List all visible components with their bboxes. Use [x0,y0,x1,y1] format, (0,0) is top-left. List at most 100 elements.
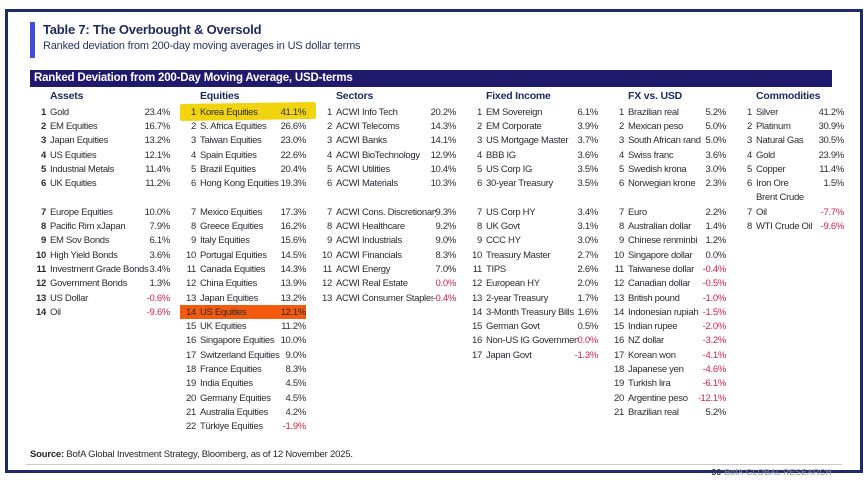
table-row: 12 Government Bonds 1.3% [30,277,170,291]
rank-cell: 4 [327,149,332,161]
table-row: 3 South African rand 5.0% [608,134,726,148]
table-row-spacer [30,191,170,205]
value-cell: 20.2% [430,106,457,118]
label-cell: Chinese renminbi [628,235,698,247]
value-cell: 3.6% [577,149,599,161]
rank-cell: 13 [322,292,332,304]
table-row-spacer [180,191,306,205]
label-cell: European HY [486,278,540,290]
value-cell: 9.3% [435,206,457,218]
table-row: 2 Platinum 30.9% [736,119,844,133]
table-row: 8 Greece Equities 16.2% [180,219,306,233]
value-cell: 4.5% [285,392,307,404]
rank-cell: 6 [619,178,624,190]
table-row-spacer [608,191,726,205]
table-row: 8 UK Govt 3.1% [466,219,598,233]
value-cell: 6.1% [577,106,599,118]
table-row: 22 Türkiye Equities -1.9% [180,420,306,434]
rank-cell: 18 [186,363,196,375]
label-cell: US Corp IG [486,163,533,175]
value-cell: 1.5% [823,178,845,190]
rank-cell: 1 [41,106,46,118]
table-row: 8 ACWI Healthcare 9.2% [316,219,456,233]
table-row: 11 TIPS 2.6% [466,262,599,276]
table-row: 10 Treasury Master 2.7% [466,248,598,262]
value-cell: 10.4% [430,163,457,175]
label-cell: Brazil Equities [200,163,256,175]
label-cell: Taiwan Equities [200,135,262,147]
value-cell: -9.6% [820,221,845,233]
rank-cell: 2 [747,120,752,132]
label-cell: Italy Equities [200,235,250,247]
table-row: 21 Australia Equities 4.2% [180,405,306,419]
label-cell: Swiss franc [628,149,674,161]
value-cell: -1.0% [702,292,727,304]
table-row: 8 Pacific Rim xJapan 7.9% [30,219,170,233]
table-row: 13 2-year Treasury 1.7% [466,291,598,305]
rank-cell: 21 [186,406,196,418]
rank-cell: 6 [327,178,332,190]
table-row: 6 Hong Kong Equities 19.3% [180,176,306,190]
label-cell: Iron Ore [756,178,789,190]
rank-cell: 5 [619,163,624,175]
label-cell: Türkiye Equities [200,421,263,433]
rank-cell: 13 [36,292,46,304]
table-row: 6 30-year Treasury 3.5% [466,176,598,190]
value-cell: 5.0% [705,120,727,132]
value-cell: 0.5% [577,321,599,333]
table-row: 19 Turkish lira -6.1% [608,377,726,391]
label-cell: Copper [756,163,786,175]
table-row: 12 China Equities 13.9% [180,277,306,291]
rank-cell: 6 [41,178,46,190]
rank-cell: 17 [186,349,196,361]
label-cell: CCC HY [486,235,521,247]
table-row: 19 India Equities 4.5% [180,377,306,391]
source-label: Source: [30,449,64,460]
value-cell: 3.1% [577,221,599,233]
table-row: 4 ACWI BioTechnology 12.9% [316,148,456,162]
value-cell: 2.6% [577,263,599,275]
value-cell: 41.2% [818,106,845,118]
label-cell: 30-year Treasury [486,178,554,190]
rank-cell: 2 [191,120,196,132]
label-cell: ACWI Info Tech [336,106,398,118]
label-cell: France Equities [200,363,262,375]
value-cell: 12.1% [144,149,171,161]
label-cell: ACWI Telecoms [336,120,400,132]
table-row: 1 Gold 23.4% [30,105,170,119]
value-cell: -1.5% [702,306,727,318]
table-row: 3 Japan Equities 13.2% [30,134,170,148]
value-cell: 5.2% [705,406,727,418]
value-cell: -4.6% [702,363,727,375]
value-cell: 8.3% [285,363,307,375]
table-row: 1 Brazilian real 5.2% [608,105,726,119]
rank-cell: 7 [747,206,752,218]
table-row: 13 British pound -1.0% [608,291,726,305]
column-header-commodities: Commodities [756,90,821,102]
table-row: Brent Crude [736,191,844,205]
rank-cell: 11 [322,263,333,275]
value-cell: -4.1% [702,349,727,361]
table-row: 5 Brazil Equities 20.4% [180,162,306,176]
rank-cell: 7 [619,206,624,218]
table-row: 16 Singapore Equities 10.0% [180,334,306,348]
value-cell: 14.1% [430,135,457,147]
value-cell: 9.0% [285,349,307,361]
table-row: 18 France Equities 8.3% [180,362,306,376]
label-cell: Mexico Equities [200,206,263,218]
table-row: 7 ACWI Cons. Discretionary 9.3% [316,205,456,219]
table-row: 3 Natural Gas 30.5% [736,134,844,148]
label-cell: Industrial Metals [50,163,115,175]
rank-cell: 10 [614,249,624,261]
rank-cell: 2 [619,120,624,132]
title-block: Table 7: The Overbought & Oversold Ranke… [30,22,361,58]
label-cell: Gold [756,149,775,161]
table-row-spacer [466,191,598,205]
table-row: 4 Spain Equities 22.6% [180,148,306,162]
label-cell: Australian dollar [628,221,692,233]
rank-cell: 11 [472,263,483,275]
table-row: 4 Swiss franc 3.6% [608,148,726,162]
value-cell: 3.4% [577,206,599,218]
rank-cell: 7 [41,206,46,218]
label-cell: Japanese yen [628,363,684,375]
